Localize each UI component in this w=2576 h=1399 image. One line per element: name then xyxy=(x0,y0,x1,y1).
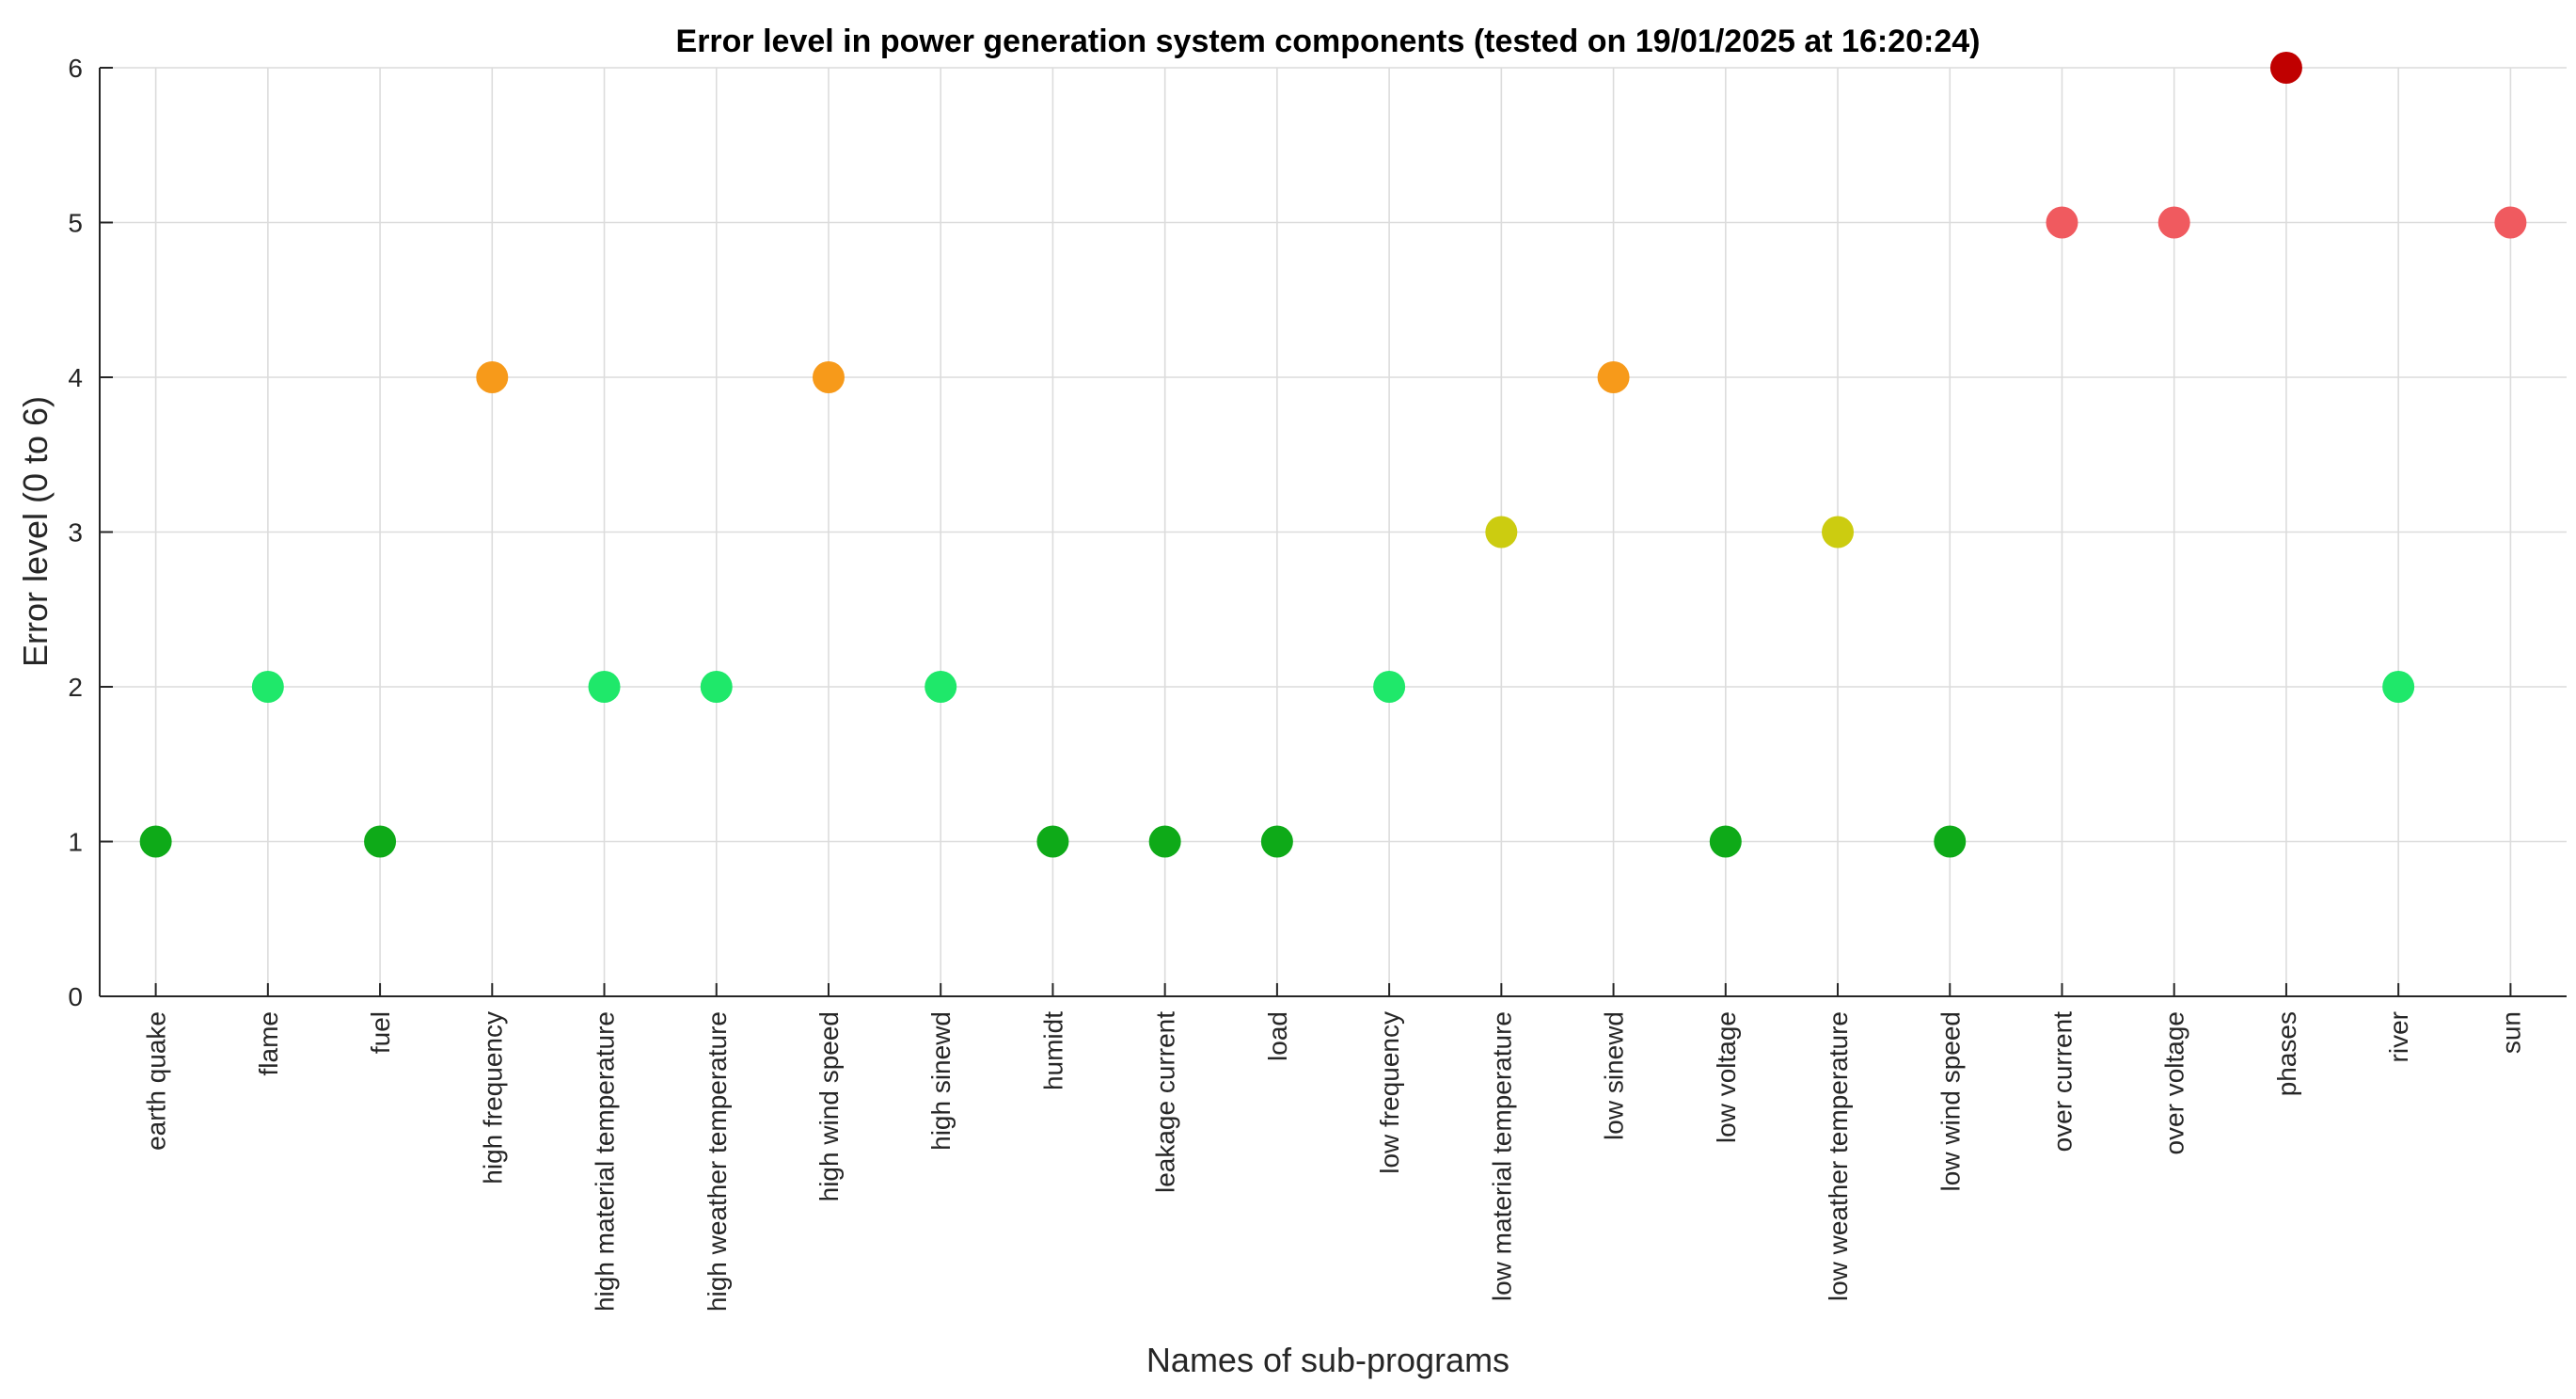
x-tick-label: high frequency xyxy=(478,1011,507,1184)
data-point xyxy=(1485,516,1518,548)
x-axis-label: Names of sub-programs xyxy=(1146,1341,1509,1379)
data-point xyxy=(364,825,397,858)
x-tick-label: river xyxy=(2384,1011,2413,1062)
y-axis-ticks: 0 1 2 3 4 5 6 xyxy=(68,54,113,1011)
x-tick-label: load xyxy=(1263,1011,1292,1061)
data-point xyxy=(2382,671,2415,703)
data-point xyxy=(700,671,733,703)
x-tick-label: low voltage xyxy=(1712,1011,1741,1143)
data-point xyxy=(476,361,509,393)
y-tick-label: 1 xyxy=(68,828,83,857)
data-point xyxy=(1148,825,1181,858)
y-axis-label: Error level (0 to 6) xyxy=(16,396,55,667)
data-point xyxy=(1934,825,1967,858)
data-point xyxy=(1709,825,1742,858)
x-tick-label: fuel xyxy=(366,1011,395,1054)
y-tick-label: 4 xyxy=(68,363,83,392)
data-point xyxy=(139,825,172,858)
x-tick-label: high material temperature xyxy=(591,1011,620,1312)
data-point xyxy=(2269,52,2302,84)
data-point xyxy=(251,671,284,703)
grid-layer xyxy=(100,67,2567,996)
data-points xyxy=(139,52,2527,858)
chart-title: Error level in power generation system c… xyxy=(676,24,1981,59)
data-point xyxy=(812,361,845,393)
x-tick-label: flame xyxy=(254,1011,283,1075)
x-tick-label: over current xyxy=(2047,1011,2077,1153)
x-tick-label: sun xyxy=(2496,1011,2525,1054)
y-tick-label: 6 xyxy=(68,54,83,83)
x-tick-label: high weather temperature xyxy=(703,1011,732,1312)
x-tick-label: earth quake xyxy=(142,1011,171,1151)
y-tick-label: 0 xyxy=(68,982,83,1011)
x-tick-label: high wind speed xyxy=(814,1011,844,1201)
data-point xyxy=(2494,206,2527,239)
x-tick-label: phases xyxy=(2272,1011,2301,1096)
data-point xyxy=(1822,516,1855,548)
data-point xyxy=(1260,825,1293,858)
data-point xyxy=(925,671,957,703)
data-point xyxy=(1597,361,1630,393)
x-tick-label: high sinewd xyxy=(926,1011,956,1151)
data-point xyxy=(588,671,621,703)
x-tick-label: over voltage xyxy=(2160,1011,2189,1155)
x-tick-label: low material temperature xyxy=(1487,1011,1516,1301)
x-tick-label: leakage current xyxy=(1151,1011,1180,1193)
data-point xyxy=(1036,825,1069,858)
x-axis-ticks: earth quake flame fuel high frequency high m… xyxy=(142,983,2525,1312)
data-point xyxy=(1373,671,1406,703)
data-point xyxy=(2046,206,2078,239)
x-tick-label: low sinewd xyxy=(1600,1011,1629,1140)
y-tick-label: 3 xyxy=(68,518,83,548)
x-tick-label: low wind speed xyxy=(1936,1011,1965,1191)
x-tick-label: humidt xyxy=(1038,1011,1067,1090)
data-point xyxy=(2157,206,2190,239)
y-tick-label: 5 xyxy=(68,209,83,238)
x-tick-label: low weather temperature xyxy=(1824,1011,1853,1301)
y-tick-label: 2 xyxy=(68,673,83,702)
x-tick-label: low frequency xyxy=(1375,1011,1404,1174)
